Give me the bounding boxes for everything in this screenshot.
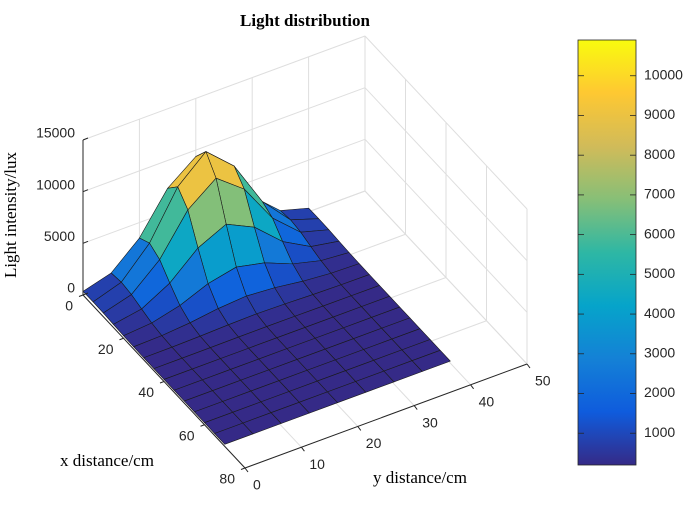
chart-title: Light distribution bbox=[240, 11, 370, 30]
x-tick bbox=[240, 467, 246, 470]
surface bbox=[82, 151, 451, 445]
x-tick bbox=[159, 381, 165, 384]
z-tick-label: 10000 bbox=[36, 176, 75, 192]
z-tick-label: 15000 bbox=[36, 125, 75, 141]
z-tick bbox=[82, 292, 89, 296]
colorbar-tick-label: 4000 bbox=[644, 305, 675, 321]
grid-line bbox=[364, 138, 528, 313]
x-tick-label: 60 bbox=[179, 427, 195, 443]
x-tick bbox=[119, 337, 124, 341]
colorbar-tick-label: 5000 bbox=[644, 265, 675, 281]
x-tick-label: 80 bbox=[219, 471, 235, 487]
y-tick-label: 40 bbox=[479, 394, 495, 410]
colorbar-tick-label: 3000 bbox=[644, 344, 675, 360]
z-tick bbox=[82, 137, 89, 141]
x-tick bbox=[200, 424, 205, 427]
z-tick bbox=[82, 240, 89, 244]
y-tick-label: 50 bbox=[535, 373, 551, 389]
y-tick-label: 0 bbox=[253, 477, 261, 493]
surface-face bbox=[214, 422, 254, 445]
y-tick-label: 30 bbox=[422, 414, 438, 430]
axes-front: 0 20 40 60 80 0 10 20 30 40 50 0 5000 10000 15000 bbox=[36, 125, 551, 493]
y-axis-title: y distance/cm bbox=[373, 468, 467, 487]
colorbar bbox=[577, 39, 637, 466]
y-tick bbox=[244, 467, 249, 473]
colorbar-tick-label: 2000 bbox=[644, 384, 675, 400]
grid-line bbox=[82, 87, 366, 193]
x-tick-label: 0 bbox=[65, 298, 73, 314]
grid-line bbox=[364, 35, 528, 210]
x-tick bbox=[78, 294, 84, 297]
grid-line bbox=[364, 87, 528, 262]
z-axis-title: Light intensity/lux bbox=[1, 151, 20, 278]
colorbar-tick-label: 6000 bbox=[644, 225, 675, 241]
colorbar-tick-label: 10000 bbox=[644, 66, 683, 82]
y-tick bbox=[357, 426, 362, 431]
z-tick-label: 5000 bbox=[44, 228, 75, 244]
grid-line bbox=[82, 35, 366, 141]
y-tick bbox=[300, 446, 305, 452]
z-tick-label: 0 bbox=[67, 280, 75, 296]
y-tick-label: 20 bbox=[366, 435, 382, 451]
x-tick-label: 20 bbox=[98, 341, 114, 357]
y-tick bbox=[526, 363, 531, 369]
x-axis-title: x distance/cm bbox=[60, 451, 154, 470]
colorbar-tick-label: 7000 bbox=[644, 186, 675, 202]
y-tick bbox=[470, 384, 475, 390]
y-tick-label: 10 bbox=[309, 456, 325, 472]
colorbar-tick-label: 1000 bbox=[644, 424, 675, 440]
y-axis-line bbox=[244, 363, 528, 469]
grid-line bbox=[364, 190, 528, 365]
z-tick bbox=[82, 189, 89, 193]
colorbar-tick-label: 9000 bbox=[644, 106, 675, 122]
x-tick-label: 40 bbox=[138, 384, 154, 400]
colorbar-tick-label: 8000 bbox=[644, 146, 675, 162]
y-tick bbox=[413, 405, 418, 410]
